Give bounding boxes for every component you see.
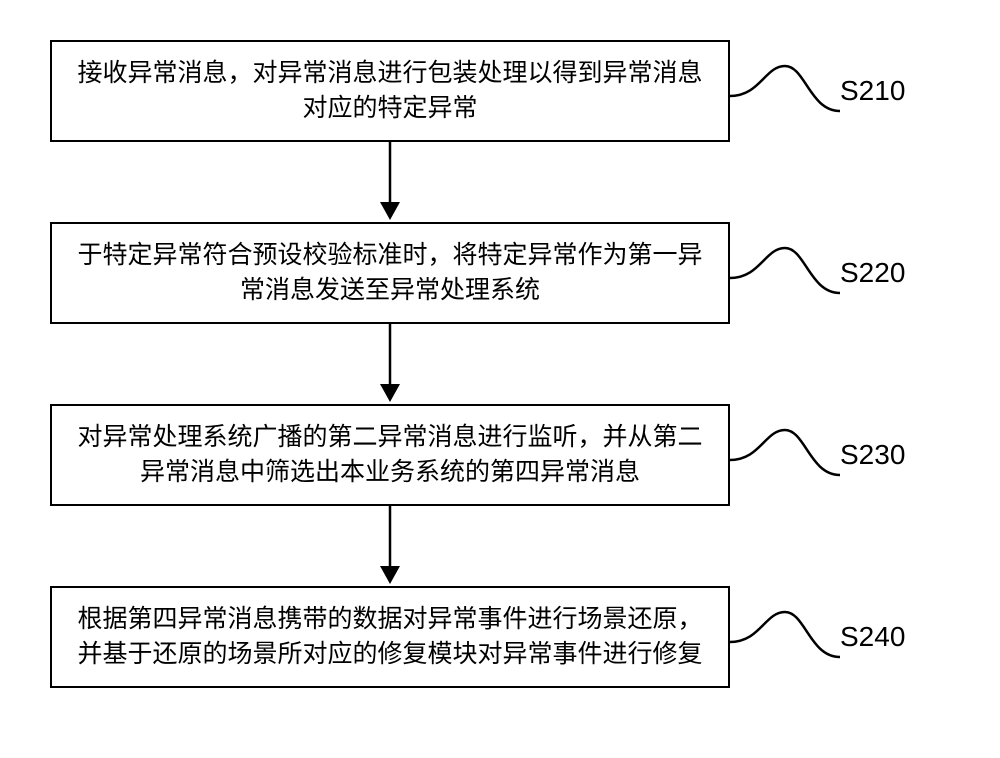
step-box-s230: 对异常处理系统广播的第二异常消息进行监听，并从第二异常消息中筛选出本业务系统的第… xyxy=(50,404,730,506)
step-row: 对异常处理系统广播的第二异常消息进行监听，并从第二异常消息中筛选出本业务系统的第… xyxy=(50,404,950,506)
step-text: 接收异常消息，对异常消息进行包装处理以得到异常消息对应的特定异常 xyxy=(77,59,702,122)
arrow-down xyxy=(50,506,730,586)
step-box-s210: 接收异常消息，对异常消息进行包装处理以得到异常消息对应的特定异常 xyxy=(50,40,730,142)
step-row: 于特定异常符合预设校验标准时，将特定异常作为第一异常消息发送至异常处理系统 S2… xyxy=(50,222,950,324)
step-row: 接收异常消息，对异常消息进行包装处理以得到异常消息对应的特定异常 S210 xyxy=(50,40,950,142)
step-label-s220: S220 xyxy=(840,257,930,289)
flowchart-diagram: 接收异常消息，对异常消息进行包装处理以得到异常消息对应的特定异常 S210 于特… xyxy=(50,40,950,688)
step-label-s210: S210 xyxy=(840,75,930,107)
step-text: 对异常处理系统广播的第二异常消息进行监听，并从第二异常消息中筛选出本业务系统的第… xyxy=(77,423,702,486)
step-text: 根据第四异常消息携带的数据对异常事件进行场景还原，并基于还原的场景所对应的修复模… xyxy=(77,605,702,668)
arrow-down xyxy=(50,142,730,222)
step-box-s240: 根据第四异常消息携带的数据对异常事件进行场景还原，并基于还原的场景所对应的修复模… xyxy=(50,586,730,688)
step-label-s230: S230 xyxy=(840,439,930,471)
step-row: 根据第四异常消息携带的数据对异常事件进行场景还原，并基于还原的场景所对应的修复模… xyxy=(50,586,950,688)
arrow-down xyxy=(50,324,730,404)
step-label-s240: S240 xyxy=(840,621,930,653)
step-box-s220: 于特定异常符合预设校验标准时，将特定异常作为第一异常消息发送至异常处理系统 xyxy=(50,222,730,324)
step-text: 于特定异常符合预设校验标准时，将特定异常作为第一异常消息发送至异常处理系统 xyxy=(77,241,702,304)
